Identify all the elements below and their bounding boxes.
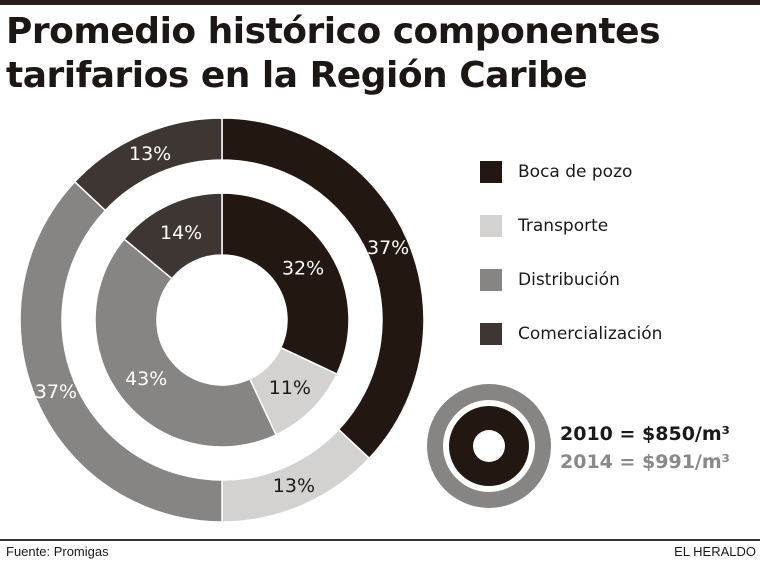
legend-label: Boca de pozo	[518, 162, 633, 182]
slice-inner-distribucion	[94, 237, 278, 448]
legend-label: Distribución	[518, 270, 620, 290]
year-totals: 2010 = $850/m³ 2014 = $991/m³	[560, 420, 730, 476]
label-outer-distribucion: 37%	[35, 381, 77, 403]
legend-label: Transporte	[518, 216, 609, 236]
slice-inner-boca-de-pozo	[221, 192, 350, 376]
ring-key-hole	[473, 430, 505, 462]
legend-label: Comercialización	[518, 324, 663, 344]
title-line-1: Promedio histórico componentes	[6, 11, 661, 52]
label-outer-transporte: 13%	[273, 475, 315, 497]
year-2010-total: 2010 = $850/m³	[560, 423, 730, 445]
top-rule	[0, 0, 760, 5]
slice-inner-comercializacion	[123, 192, 223, 280]
label-inner-comercializacion: 14%	[160, 222, 202, 244]
legend-item-distribucion: Distribución	[480, 253, 750, 307]
title-line-2: tarifarios en la Región Caribe	[6, 55, 588, 96]
legend-item-transporte: Transporte	[480, 199, 750, 253]
slice-outer-comercializacion	[73, 117, 223, 212]
bottom-rule	[0, 539, 760, 541]
chart-title: Promedio histórico componentes tarifario…	[6, 10, 756, 98]
legend-swatch	[480, 161, 502, 183]
ring-key-icon	[427, 384, 551, 508]
source-note: Fuente: Promigas	[6, 544, 109, 559]
label-inner-transporte: 11%	[269, 377, 311, 399]
label-outer-comercializacion: 13%	[129, 143, 171, 165]
legend-item-boca-de-pozo: Boca de pozo	[480, 145, 750, 199]
legend-swatch	[480, 323, 502, 345]
legend-swatch	[480, 269, 502, 291]
label-inner-distribucion: 43%	[125, 368, 167, 390]
label-inner-boca-de-pozo: 32%	[282, 258, 324, 280]
legend-swatch	[480, 215, 502, 237]
year-2014-total: 2014 = $991/m³	[560, 451, 730, 473]
label-outer-boca-de-pozo: 37%	[367, 237, 409, 259]
legend-item-comercializacion: Comercialización	[480, 307, 750, 361]
legend: Boca de pozo Transporte Distribución Com…	[480, 145, 750, 361]
publisher-brand: EL HERALDO	[674, 544, 756, 559]
